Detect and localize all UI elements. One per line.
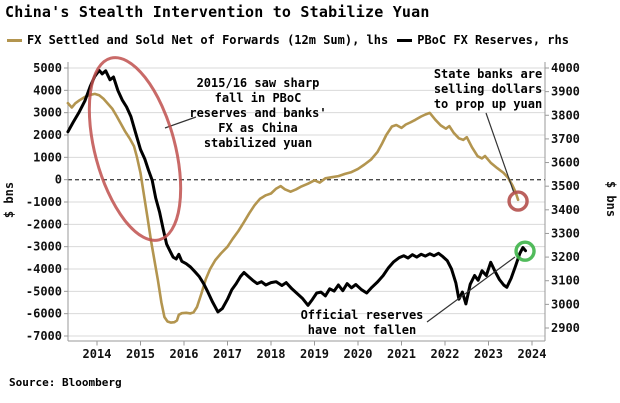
x-axis-tick-label: 2024 bbox=[518, 347, 547, 361]
left-axis-tick-label: -3000 bbox=[26, 240, 62, 254]
left-axis-tick-label: -4000 bbox=[26, 262, 62, 276]
right-axis-tick-label: 2900 bbox=[551, 321, 580, 335]
x-axis-tick-label: 2021 bbox=[387, 347, 416, 361]
x-axis-tick-label: 2017 bbox=[213, 347, 242, 361]
x-axis-tick-label: 2014 bbox=[83, 347, 112, 361]
right-axis-tick-label: 3100 bbox=[551, 274, 580, 288]
right-axis-tick-label: 3800 bbox=[551, 108, 580, 122]
source-credit: Source: Bloomberg bbox=[9, 376, 122, 389]
left-axis-tick-label: 1000 bbox=[33, 150, 62, 164]
annotation-pointer-state-banks bbox=[485, 112, 515, 194]
legend-swatch-icon bbox=[397, 38, 413, 42]
right-axis-tick-label: 3200 bbox=[551, 250, 580, 264]
left-axis-tick-label: -6000 bbox=[26, 307, 62, 321]
chart-title: China's Stealth Intervention to Stabiliz… bbox=[5, 3, 430, 21]
x-axis-tick-label: 2018 bbox=[257, 347, 286, 361]
left-axis-tick-label: 0 bbox=[55, 173, 62, 187]
right-axis-tick-label: 3500 bbox=[551, 179, 580, 193]
legend-label: FX Settled and Sold Net of Forwards (12m… bbox=[27, 33, 389, 47]
left-axis-tick-label: -5000 bbox=[26, 284, 62, 298]
circled-2015-16-fall bbox=[87, 56, 183, 242]
x-axis-tick-label: 2016 bbox=[170, 347, 199, 361]
left-axis-tick-label: -2000 bbox=[26, 217, 62, 231]
x-axis-tick-label: 2023 bbox=[474, 347, 503, 361]
reserves-endpoint-circle bbox=[514, 240, 536, 262]
left-axis-tick-label: -7000 bbox=[26, 329, 62, 343]
annotation-fall-2015-16: 2015/16 saw sharp fall in PBoC reserves … bbox=[189, 76, 327, 150]
left-axis-title: $ bns bbox=[2, 182, 16, 218]
left-axis-tick-label: 3000 bbox=[33, 106, 62, 120]
right-axis-tick-label: 3300 bbox=[551, 226, 580, 240]
right-axis-tick-label: 3600 bbox=[551, 156, 580, 170]
fx-settled-endpoint-circle bbox=[507, 190, 529, 212]
annotation-pointer-official-reserves bbox=[426, 256, 516, 323]
right-axis-tick-label: 3900 bbox=[551, 85, 580, 99]
right-axis-title: $ bns bbox=[604, 181, 618, 217]
right-axis-tick-label: 4000 bbox=[551, 61, 580, 75]
right-axis-tick-label: 3400 bbox=[551, 203, 580, 217]
x-axis-tick-label: 2020 bbox=[344, 347, 373, 361]
legend-item-1: PBoC FX Reserves, rhs bbox=[397, 33, 569, 47]
series-pboc-reserves-line bbox=[66, 68, 527, 314]
left-axis-tick-label: -1000 bbox=[26, 195, 62, 209]
left-axis-tick-label: 4000 bbox=[33, 83, 62, 97]
legend-item-0: FX Settled and Sold Net of Forwards (12m… bbox=[7, 33, 388, 47]
right-axis-tick-label: 3000 bbox=[551, 297, 580, 311]
right-axis-tick-label: 3700 bbox=[551, 132, 580, 146]
x-axis-tick-label: 2015 bbox=[126, 347, 155, 361]
series-fx-settled-line bbox=[66, 92, 520, 324]
left-axis-tick-label: 5000 bbox=[33, 61, 62, 75]
x-axis-tick-label: 2022 bbox=[431, 347, 460, 361]
annotation-state-banks: State banks are selling dollars to prop … bbox=[433, 67, 543, 111]
legend-swatch-icon bbox=[7, 38, 22, 42]
annotation-official-reserves: Official reserves have not fallen bbox=[300, 308, 424, 337]
legend: FX Settled and Sold Net of Forwards (12m… bbox=[7, 33, 569, 47]
legend-label: PBoC FX Reserves, rhs bbox=[417, 33, 569, 47]
left-axis-tick-label: 2000 bbox=[33, 128, 62, 142]
x-axis-tick-label: 2019 bbox=[300, 347, 329, 361]
